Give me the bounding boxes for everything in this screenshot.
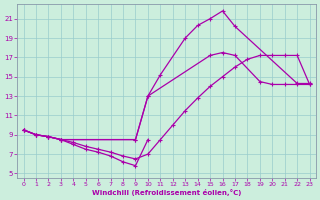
X-axis label: Windchill (Refroidissement éolien,°C): Windchill (Refroidissement éolien,°C) [92, 189, 241, 196]
